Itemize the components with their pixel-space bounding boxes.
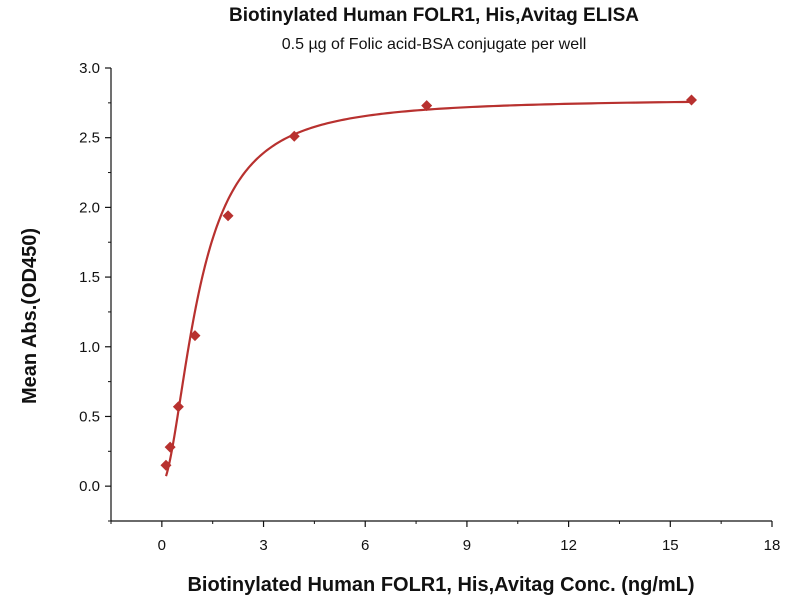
fit-curve xyxy=(164,100,692,477)
x-tick-label: 9 xyxy=(463,537,471,554)
x-tick-label: 18 xyxy=(764,537,781,554)
x-tick-label: 0 xyxy=(158,537,166,554)
data-points xyxy=(160,94,697,471)
x-tick-label: 12 xyxy=(560,537,577,554)
y-tick-label: 1.0 xyxy=(79,339,100,356)
data-point xyxy=(222,210,234,222)
data-point xyxy=(421,100,433,112)
data-point xyxy=(685,94,697,106)
y-tick-label: 3.0 xyxy=(79,60,100,77)
data-point xyxy=(164,441,176,453)
x-tick-label: 15 xyxy=(662,537,679,554)
chart-subtitle: 0.5 µg of Folic acid-BSA conjugate per w… xyxy=(282,36,587,53)
y-axis-label: Mean Abs.(OD450) xyxy=(19,228,41,404)
fit-curve-layer xyxy=(164,100,692,477)
y-tick-label: 0.0 xyxy=(79,478,100,495)
data-point xyxy=(189,330,201,342)
data-point xyxy=(288,130,300,142)
y-tick-label: 1.5 xyxy=(79,269,100,286)
x-tick-label: 3 xyxy=(259,537,267,554)
data-point xyxy=(160,459,172,471)
y-tick-label: 2.0 xyxy=(79,199,100,216)
y-tick-label: 0.5 xyxy=(79,408,100,425)
data-point xyxy=(172,401,184,413)
x-axis-label: Biotinylated Human FOLR1, His,Avitag Con… xyxy=(187,574,694,596)
chart-title: Biotinylated Human FOLR1, His,Avitag ELI… xyxy=(229,5,639,26)
x-tick-label: 6 xyxy=(361,537,369,554)
axes: 0.0 0.5 1.0 1.5 2.0 2.5 3.0 0 3 6 9 12 15 18 xyxy=(79,60,780,554)
y-tick-label: 2.5 xyxy=(79,130,100,147)
